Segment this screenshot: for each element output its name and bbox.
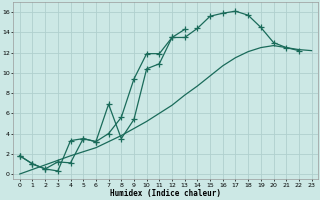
X-axis label: Humidex (Indice chaleur): Humidex (Indice chaleur) bbox=[110, 189, 221, 198]
